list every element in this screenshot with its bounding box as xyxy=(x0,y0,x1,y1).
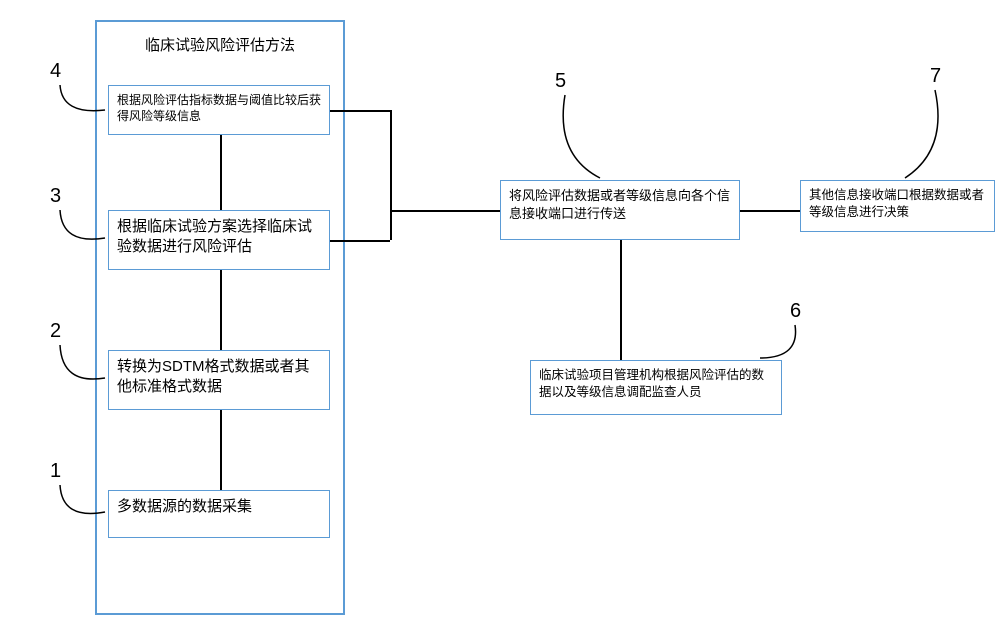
frame-title: 临床试验风险评估方法 xyxy=(97,34,343,55)
node-6-allocate: 临床试验项目管理机构根据风险评估的数据以及等级信息调配监查人员 xyxy=(530,360,782,415)
label-5: 5 xyxy=(555,70,566,93)
node-5-transmit: 将风险评估数据或者等级信息向各个信息接收端口进行传送 xyxy=(500,180,740,240)
node-1-collect: 多数据源的数据采集 xyxy=(108,490,330,538)
label-3: 3 xyxy=(50,185,61,208)
label-4: 4 xyxy=(50,60,61,83)
label-6: 6 xyxy=(790,300,801,323)
node-4-risk-level: 根据风险评估指标数据与阈值比较后获得风险等级信息 xyxy=(108,85,330,135)
label-2: 2 xyxy=(50,320,61,343)
diagram-canvas: 临床试验风险评估方法 根据风险评估指标数据与阈值比较后获得风险等级信息 根据临床… xyxy=(0,0,1000,644)
node-3-select-data: 根据临床试验方案选择临床试验数据进行风险评估 xyxy=(108,210,330,270)
node-2-convert-sdtm: 转换为SDTM格式数据或者其他标准格式数据 xyxy=(108,350,330,410)
node-7-decide: 其他信息接收端口根据数据或者等级信息进行决策 xyxy=(800,180,995,232)
label-1: 1 xyxy=(50,460,61,483)
label-7: 7 xyxy=(930,65,941,88)
